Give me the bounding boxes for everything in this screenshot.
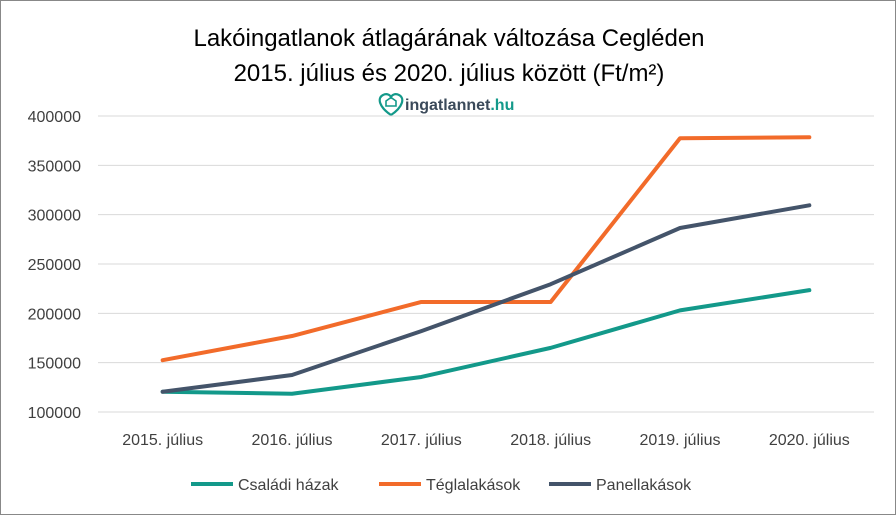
- svg-text:ingatlannet.hu: ingatlannet.hu: [405, 97, 514, 114]
- legend-label: Téglalakások: [426, 477, 521, 494]
- y-tick-label: 100000: [28, 405, 81, 422]
- y-tick-label: 400000: [28, 109, 81, 126]
- x-tick-label: 2019. július: [640, 432, 721, 449]
- y-tick-label: 200000: [28, 306, 81, 323]
- legend-label: Panellakások: [596, 477, 692, 494]
- heart-house-icon: [380, 94, 403, 115]
- x-tick-label: 2015. július: [122, 432, 203, 449]
- y-tick-label: 350000: [28, 158, 81, 175]
- logo-suffix: .hu: [490, 97, 514, 114]
- y-tick-label: 150000: [28, 356, 81, 373]
- legend-label: Családi házak: [238, 477, 340, 494]
- x-tick-label: 2016. július: [252, 432, 333, 449]
- y-tick-label: 250000: [28, 257, 81, 274]
- x-tick-label: 2020. július: [769, 432, 850, 449]
- x-tick-label: 2018. július: [510, 432, 591, 449]
- y-tick-label: 300000: [28, 208, 81, 225]
- logo-text: ingatlannet: [405, 97, 491, 114]
- chart-title-line-2: 2015. július és 2020. július között (Ft/…: [234, 60, 665, 87]
- ingatlannet-logo: ingatlannet.hu: [380, 94, 515, 115]
- series-line-téglalakások: [163, 137, 810, 360]
- x-tick-label: 2017. július: [381, 432, 462, 449]
- chart-title-line-1: Lakóingatlanok átlagárának változása Ceg…: [193, 25, 704, 52]
